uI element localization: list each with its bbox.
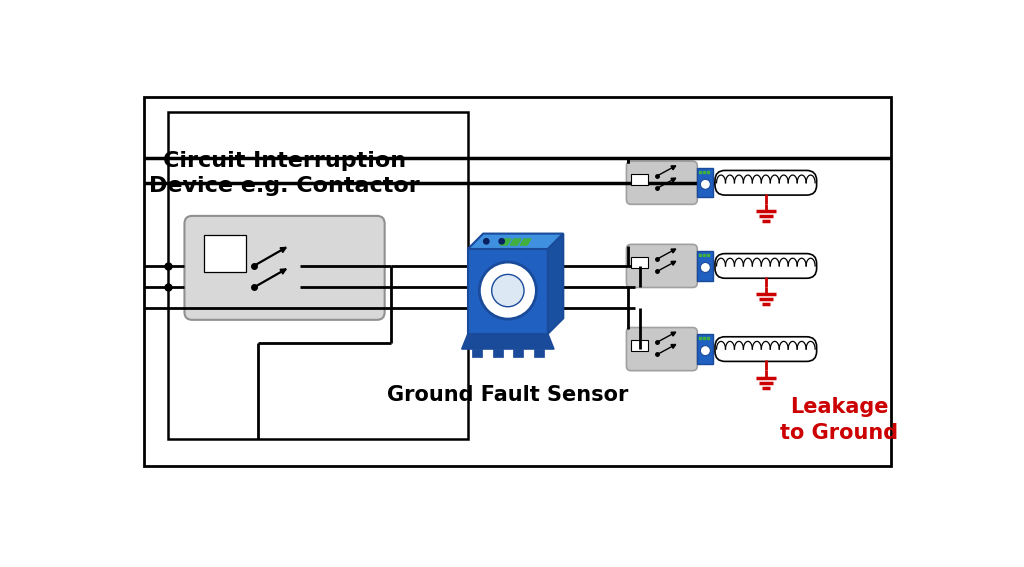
Polygon shape [510, 239, 521, 245]
Polygon shape [520, 239, 531, 245]
Polygon shape [671, 332, 676, 336]
Polygon shape [281, 269, 286, 274]
Bar [631, 340, 648, 352]
FancyBboxPatch shape [627, 244, 697, 287]
Polygon shape [671, 178, 676, 182]
Polygon shape [281, 247, 286, 252]
Circle shape [492, 274, 524, 307]
FancyBboxPatch shape [715, 337, 816, 361]
Text: Circuit Interruption
Device e.g. Contactor: Circuit Interruption Device e.g. Contact… [150, 151, 420, 196]
Circle shape [499, 239, 505, 244]
Polygon shape [500, 239, 511, 245]
Text: Leakage
to Ground: Leakage to Ground [780, 397, 898, 443]
Bar [472, 349, 482, 357]
Bar [631, 257, 648, 268]
Bar [168, 112, 468, 439]
Polygon shape [671, 261, 676, 265]
Polygon shape [671, 345, 676, 348]
Bar [631, 174, 648, 185]
FancyBboxPatch shape [627, 161, 697, 204]
Polygon shape [462, 334, 554, 349]
Bar [697, 335, 714, 363]
Circle shape [700, 263, 711, 273]
Circle shape [483, 239, 489, 244]
Circle shape [479, 262, 537, 319]
FancyBboxPatch shape [715, 171, 816, 195]
Bar [144, 96, 891, 466]
FancyBboxPatch shape [184, 216, 385, 320]
Bar [493, 349, 503, 357]
FancyBboxPatch shape [627, 328, 697, 371]
Circle shape [700, 179, 711, 189]
Polygon shape [548, 234, 563, 334]
FancyBboxPatch shape [715, 253, 816, 278]
Bar [697, 168, 714, 197]
Polygon shape [468, 234, 563, 249]
Circle shape [700, 346, 711, 356]
Bar [697, 251, 714, 281]
Polygon shape [671, 249, 676, 253]
Bar [204, 235, 246, 272]
Bar [534, 349, 544, 357]
Polygon shape [468, 249, 548, 334]
Polygon shape [671, 166, 676, 170]
Bar [513, 349, 523, 357]
Text: Ground Fault Sensor: Ground Fault Sensor [387, 386, 629, 405]
